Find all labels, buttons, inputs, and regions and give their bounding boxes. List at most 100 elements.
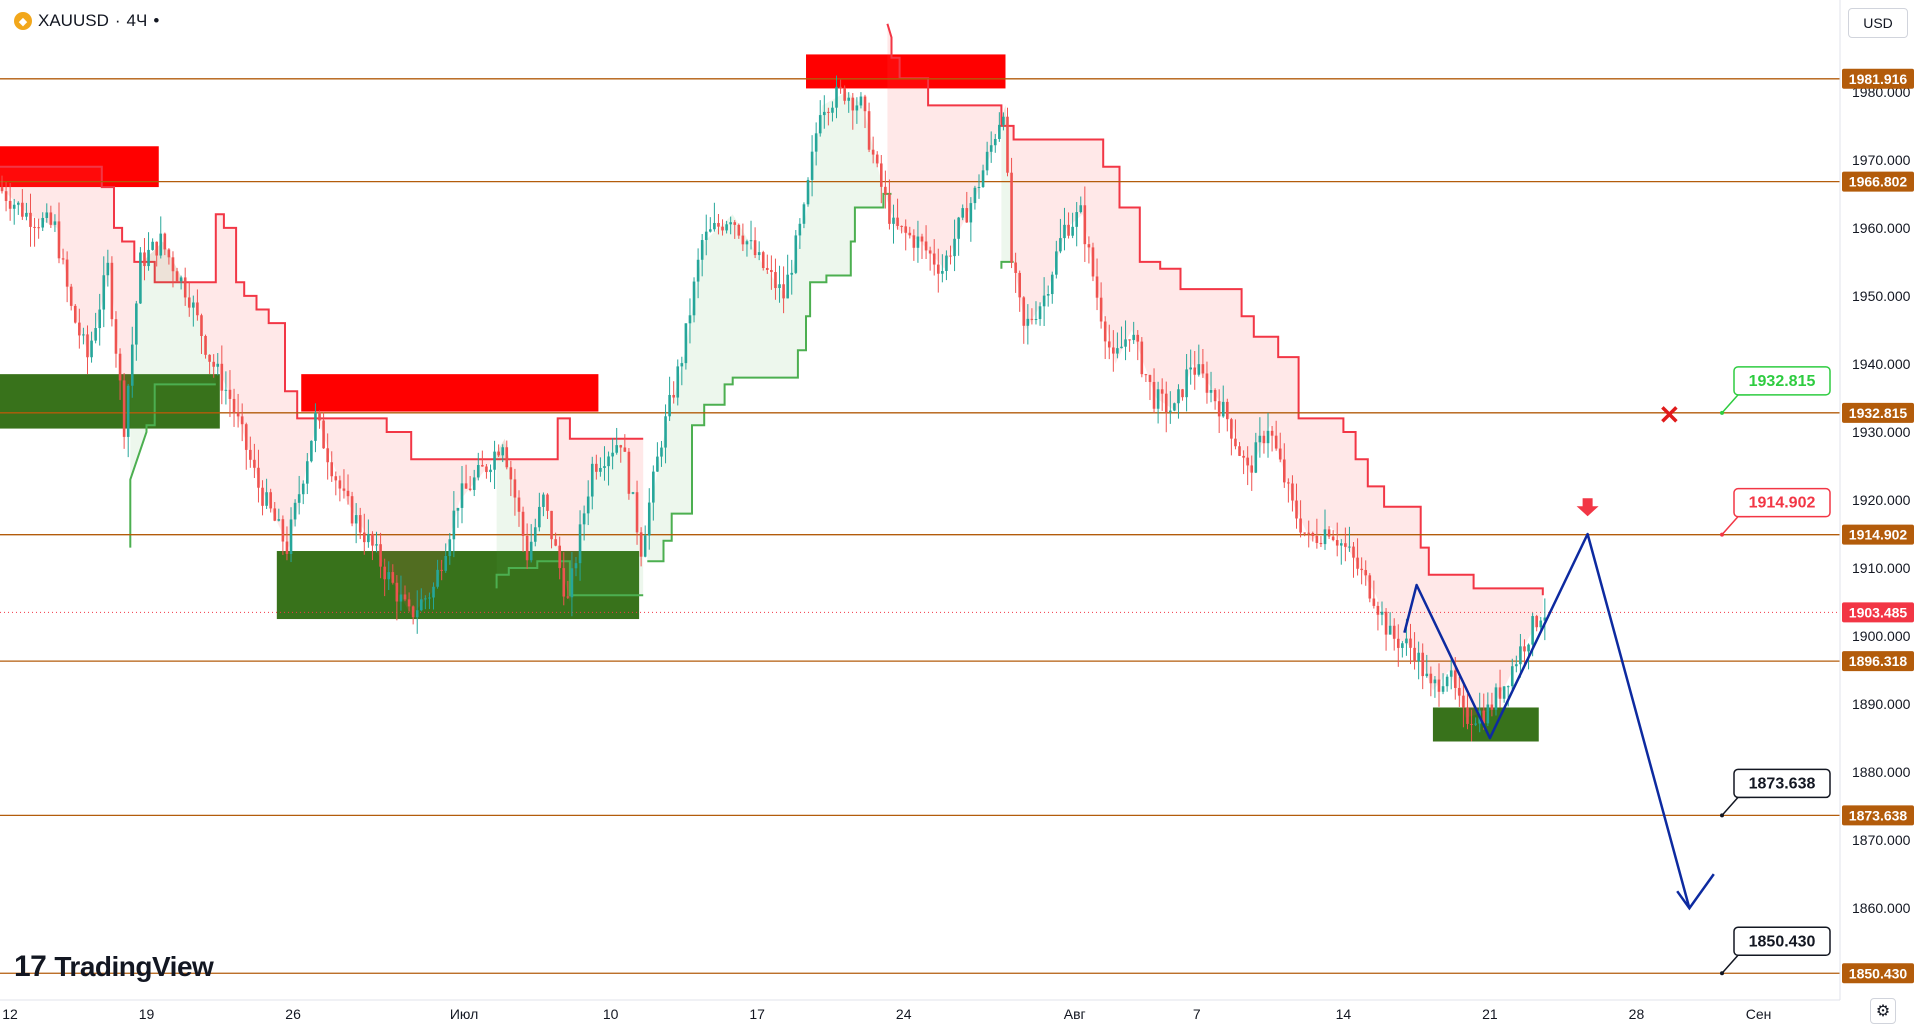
supertrend-fill-4 [887,23,1543,718]
candle-body [424,598,427,600]
candle-body [998,124,1001,139]
x-tick-label: 10 [603,1006,619,1022]
candle-76 [310,440,313,463]
candle-body [1462,695,1465,708]
candle-body [1242,455,1245,458]
candle-135 [550,510,553,549]
candle-154 [627,448,631,500]
currency-label: USD [1863,15,1893,31]
candle-137 [558,536,561,580]
candle-196 [798,218,802,249]
candle-body [1014,262,1017,273]
candle-153 [623,434,627,452]
candle-80 [326,433,329,480]
candle-body [151,241,154,250]
candle-95 [387,561,391,591]
candle-260 [1059,218,1062,254]
candle-87 [354,503,358,544]
settings-gear-icon[interactable]: ⚙ [1870,998,1896,1024]
candle-360 [1466,694,1469,730]
candle-238 [969,197,973,242]
candle-body [879,163,883,187]
candle-body [228,389,232,399]
candle-251 [1022,296,1026,344]
candle-body [330,462,334,477]
candle-body [721,226,724,231]
candle-132 [538,492,541,532]
candle-94 [383,558,386,597]
candle-body [1502,686,1506,699]
candle-body [391,572,395,583]
candle-144 [586,480,590,526]
candle-77 [314,403,317,453]
candle-body [403,594,407,600]
candle-body [306,461,309,484]
time-axis [0,1000,1840,1028]
candle-319 [1299,500,1302,538]
candle-81 [330,451,334,482]
candle-body [1519,646,1522,665]
candle-body [1392,625,1396,639]
supertrend-line-0 [0,165,644,461]
candle-body [1388,625,1392,635]
candle-body [668,394,671,417]
candle-255 [1038,302,1042,326]
candle-119 [485,464,488,479]
candle-104 [424,595,427,610]
candle-body [1348,546,1351,548]
candle-body [1425,673,1429,677]
candle-35 [143,238,146,281]
gold-symbol-icon: ◆ [14,12,32,30]
candle-330 [1344,527,1347,562]
candle-body [1380,611,1384,615]
candle-239 [973,185,977,210]
candle-body [236,412,240,417]
candle-body [428,597,431,599]
candle-148 [603,446,606,481]
candle-343 [1396,624,1400,667]
candle-21 [86,325,89,375]
y-tick-label: 1960.000 [1852,220,1911,236]
candle-body [928,250,932,254]
candle-44 [179,275,183,290]
candle-350 [1425,654,1429,678]
candle-body [1331,536,1335,541]
candle-311 [1266,412,1270,458]
candle-body [1384,611,1388,635]
candle-body [847,97,851,101]
candle-body [1217,401,1221,417]
candle-body [460,483,464,508]
supertrend-line-1 [129,383,216,548]
candle-body [1136,334,1140,342]
candle-127 [517,490,521,527]
symbol-header[interactable]: ◆ XAUUSD · 4Ч • [8,8,166,34]
x-tick-label: 12 [2,1006,18,1022]
candle-232 [945,250,948,281]
header-dot: • [153,11,160,30]
supertrend-line-2 [495,560,644,597]
tradingview-wordmark: TradingView [54,951,214,982]
candle-body [586,496,590,514]
candle-body [639,532,643,557]
candle-body [538,506,541,528]
candle-body [249,449,252,460]
candle-266 [1083,186,1087,262]
candle-373 [1519,633,1522,678]
candle-body [700,240,704,260]
candle-body [599,467,602,472]
candle-55 [224,371,228,405]
candle-203 [827,107,830,126]
candle-body [253,459,256,468]
candle-192 [782,266,785,314]
candle-body [647,502,651,536]
candle-29 [118,348,122,400]
candle-228 [928,246,932,271]
candle-334 [1360,557,1363,585]
candles-group [0,75,1547,742]
candle-198 [806,177,810,207]
candle-46 [187,282,191,317]
candle-body [395,582,399,602]
currency-selector[interactable]: USD [1848,8,1908,38]
